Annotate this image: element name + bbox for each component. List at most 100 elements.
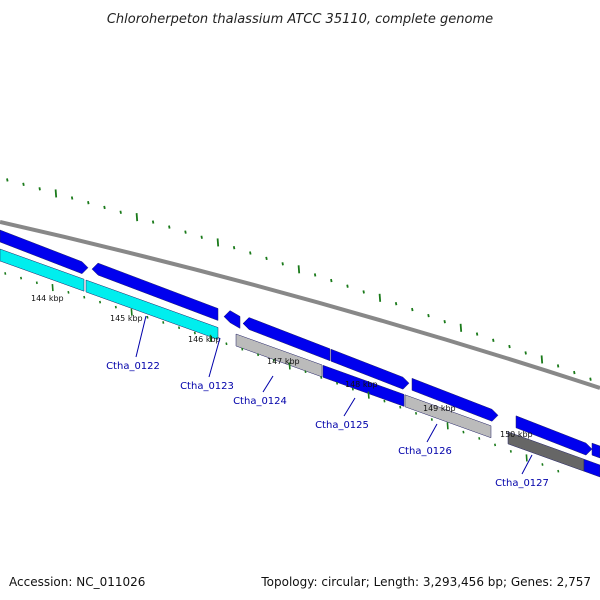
inner-minor-tick bbox=[20, 276, 23, 280]
inner-minor-tick bbox=[225, 342, 228, 346]
inner-minor-tick bbox=[351, 387, 354, 391]
genome-title: Chloroherpeton thalassium ATCC 35110, co… bbox=[107, 12, 493, 27]
inner-minor-tick bbox=[494, 443, 497, 447]
inner-minor-tick bbox=[304, 370, 307, 374]
outer-major-tick bbox=[54, 189, 58, 198]
inner-minor-tick bbox=[162, 321, 165, 324]
outer-minor-tick bbox=[443, 320, 446, 324]
outer-minor-tick bbox=[589, 377, 592, 381]
kbp-label-149: 149 kbp bbox=[423, 404, 456, 413]
label-leader-line bbox=[343, 397, 356, 417]
kbp-label-146: 146 kbp bbox=[188, 335, 221, 344]
inner-minor-tick bbox=[114, 305, 117, 309]
outer-tick-ring bbox=[6, 178, 592, 381]
inner-minor-tick bbox=[415, 411, 418, 415]
inner-minor-tick bbox=[478, 437, 481, 440]
outer-minor-tick bbox=[524, 351, 527, 355]
gene-label-ctha-0123[interactable]: Ctha_0123 bbox=[180, 381, 234, 392]
gene-cyan bbox=[0, 248, 85, 292]
gene-label-ctha-0122[interactable]: Ctha_0122 bbox=[106, 361, 160, 372]
kbp-label-148: 148 kbp bbox=[345, 380, 378, 389]
label-leader-line bbox=[262, 375, 274, 393]
inner-minor-tick bbox=[257, 353, 260, 357]
inner-major-tick bbox=[51, 283, 54, 292]
inner-minor-tick bbox=[67, 290, 70, 294]
kbp-label-147: 147 kbp bbox=[267, 357, 300, 366]
outer-minor-tick bbox=[427, 313, 430, 318]
outer-minor-tick bbox=[492, 338, 495, 342]
label-leader-line bbox=[521, 454, 533, 475]
gene-cyan bbox=[85, 279, 219, 340]
gene-reverse bbox=[322, 364, 405, 407]
outer-minor-tick bbox=[232, 246, 236, 250]
inner-minor-tick bbox=[193, 331, 196, 335]
inner-minor-tick bbox=[509, 449, 512, 453]
outer-minor-tick bbox=[168, 225, 171, 229]
outer-minor-tick bbox=[281, 262, 284, 266]
gene-forward bbox=[330, 348, 410, 390]
outer-minor-tick bbox=[6, 178, 9, 182]
outer-minor-tick bbox=[394, 301, 398, 306]
gene-forward bbox=[411, 377, 499, 422]
outer-major-tick bbox=[540, 355, 544, 364]
outer-minor-tick bbox=[87, 201, 90, 205]
gene-light-gray bbox=[404, 394, 492, 439]
inner-minor-tick bbox=[383, 399, 386, 403]
inner-minor-tick bbox=[99, 300, 102, 304]
gene-forward bbox=[223, 310, 241, 329]
genome-backbone bbox=[0, 220, 600, 390]
outer-minor-tick bbox=[346, 284, 349, 288]
inner-minor-tick bbox=[399, 405, 402, 409]
gene-forward bbox=[242, 317, 331, 362]
outer-minor-tick bbox=[475, 332, 479, 336]
outer-minor-tick bbox=[38, 187, 41, 191]
inner-major-tick bbox=[446, 422, 449, 430]
gene-label-ctha-0127[interactable]: Ctha_0127 bbox=[495, 478, 549, 489]
inner-major-tick bbox=[288, 362, 291, 370]
gene-forward bbox=[591, 442, 600, 459]
gene-track bbox=[0, 229, 600, 478]
gene-label-ctha-0125[interactable]: Ctha_0125 bbox=[315, 420, 369, 431]
gene-label-ctha-0126[interactable]: Ctha_0126 bbox=[398, 446, 452, 457]
outer-minor-tick bbox=[200, 235, 203, 239]
outer-minor-tick bbox=[265, 256, 268, 261]
inner-minor-tick bbox=[320, 376, 323, 379]
kbp-label-150: 150 kbp bbox=[500, 430, 533, 439]
gene-forward bbox=[515, 415, 593, 456]
gene-forward bbox=[91, 262, 219, 321]
inner-tick-ring bbox=[4, 272, 560, 473]
inner-major-tick bbox=[130, 308, 133, 316]
outer-minor-tick bbox=[556, 364, 560, 368]
outer-minor-tick bbox=[103, 205, 106, 210]
inner-minor-tick bbox=[462, 430, 465, 434]
outer-major-tick bbox=[297, 265, 301, 274]
outer-major-tick bbox=[216, 238, 220, 247]
inner-minor-tick bbox=[146, 315, 149, 319]
outer-minor-tick bbox=[249, 251, 252, 255]
genome-summary-text: Topology: circular; Length: 3,293,456 bp… bbox=[260, 575, 591, 589]
inner-minor-tick bbox=[336, 381, 339, 385]
label-leader-line bbox=[135, 315, 147, 358]
backbone-line bbox=[0, 220, 600, 390]
inner-minor-tick bbox=[83, 295, 86, 299]
label-leader-line bbox=[208, 337, 221, 378]
outer-major-tick bbox=[378, 293, 382, 302]
label-leader-line bbox=[426, 423, 438, 443]
inner-major-tick bbox=[209, 334, 212, 342]
outer-minor-tick bbox=[330, 278, 333, 283]
outer-minor-tick bbox=[22, 182, 25, 187]
outer-minor-tick bbox=[313, 273, 317, 277]
gene-light-gray bbox=[235, 333, 323, 378]
outer-minor-tick bbox=[573, 370, 576, 375]
gene-label-ctha-0124[interactable]: Ctha_0124 bbox=[233, 396, 287, 407]
kbp-label-145: 145 kbp bbox=[110, 314, 143, 323]
outer-major-tick bbox=[459, 323, 463, 332]
inner-minor-tick bbox=[430, 418, 433, 421]
inner-major-tick bbox=[525, 454, 528, 462]
inner-major-tick bbox=[367, 391, 370, 399]
outer-minor-tick bbox=[362, 290, 365, 294]
outer-minor-tick bbox=[151, 220, 155, 224]
inner-minor-tick bbox=[4, 272, 7, 275]
inner-minor-tick bbox=[557, 469, 560, 473]
